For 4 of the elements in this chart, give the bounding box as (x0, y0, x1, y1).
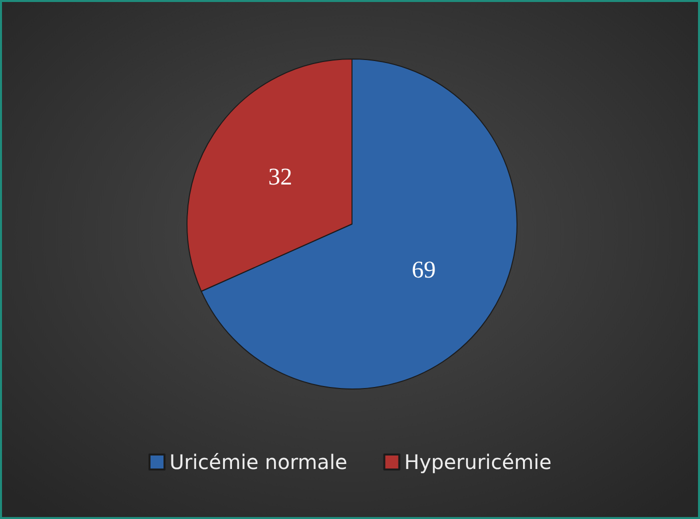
data-label: 69 (412, 258, 436, 284)
data-label: 32 (268, 164, 292, 190)
legend-label: Uricémie normale (170, 450, 348, 474)
legend-label: Hyperuricémie (404, 450, 552, 474)
